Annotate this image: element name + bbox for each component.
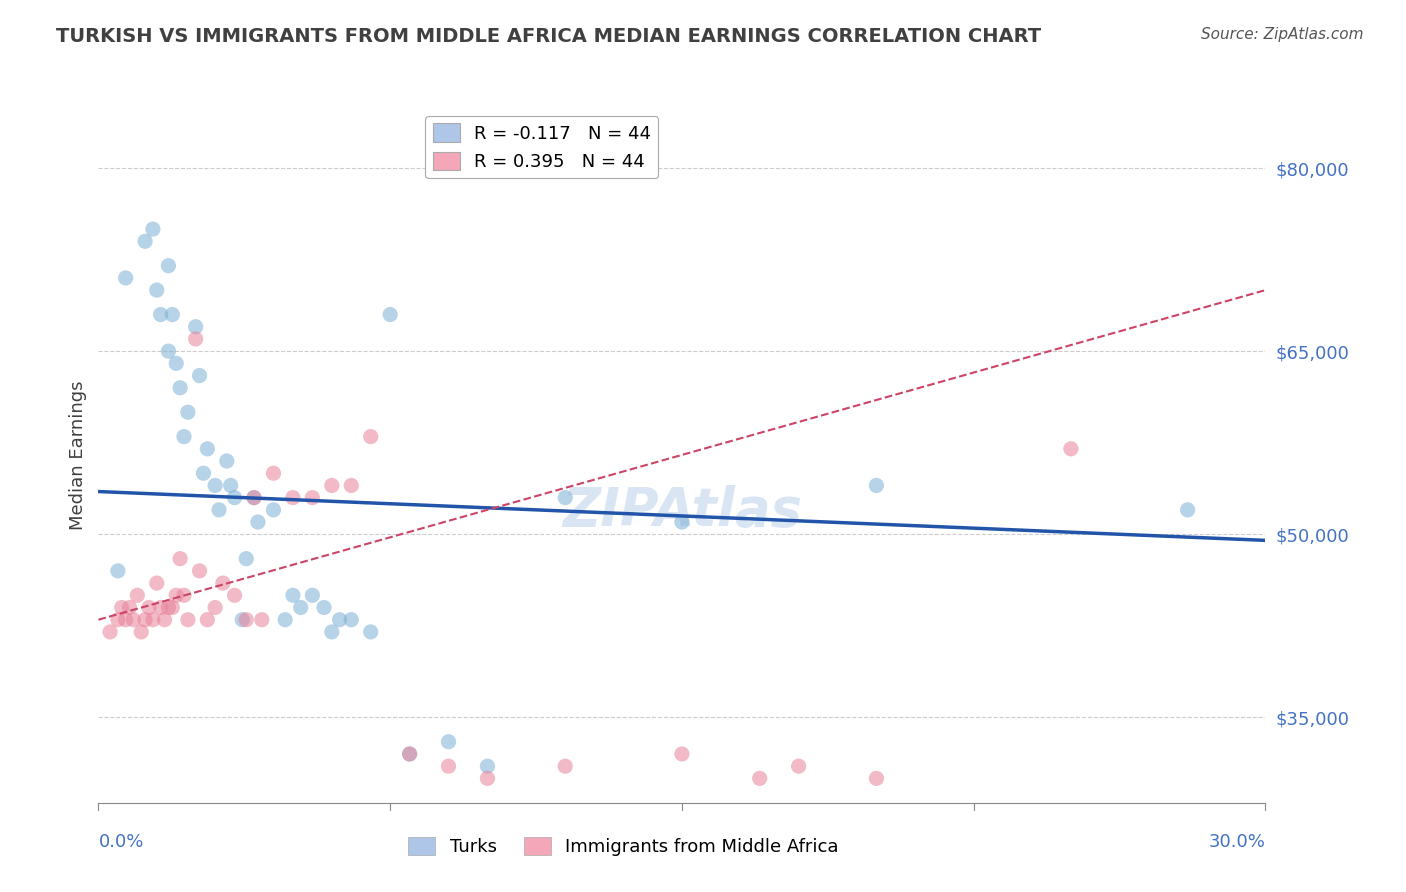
Point bbox=[340, 478, 363, 492]
Point bbox=[360, 429, 382, 443]
Point bbox=[169, 551, 191, 566]
Point bbox=[173, 588, 195, 602]
Text: 0.0%: 0.0% bbox=[98, 833, 143, 851]
Point bbox=[107, 564, 129, 578]
Point bbox=[671, 515, 693, 529]
Point bbox=[360, 624, 382, 639]
Point bbox=[204, 600, 226, 615]
Text: Source: ZipAtlas.com: Source: ZipAtlas.com bbox=[1201, 27, 1364, 42]
Point bbox=[329, 613, 352, 627]
Point bbox=[188, 564, 211, 578]
Point bbox=[748, 772, 770, 786]
Point bbox=[865, 478, 887, 492]
Point bbox=[138, 600, 160, 615]
Point bbox=[114, 271, 136, 285]
Point bbox=[111, 600, 134, 615]
Point bbox=[1060, 442, 1083, 456]
Point bbox=[157, 600, 180, 615]
Point bbox=[169, 381, 191, 395]
Point bbox=[235, 551, 257, 566]
Point bbox=[114, 613, 136, 627]
Point bbox=[193, 467, 215, 481]
Point bbox=[554, 759, 576, 773]
Point bbox=[177, 613, 200, 627]
Point bbox=[195, 613, 218, 627]
Point bbox=[219, 478, 242, 492]
Point bbox=[165, 356, 187, 370]
Point bbox=[215, 454, 238, 468]
Text: 30.0%: 30.0% bbox=[1209, 833, 1265, 851]
Point bbox=[162, 308, 184, 322]
Point bbox=[340, 613, 363, 627]
Point bbox=[134, 235, 156, 249]
Point bbox=[142, 222, 165, 236]
Point bbox=[208, 503, 231, 517]
Point bbox=[212, 576, 235, 591]
Point bbox=[162, 600, 184, 615]
Point bbox=[188, 368, 211, 383]
Point bbox=[146, 576, 169, 591]
Point bbox=[165, 588, 187, 602]
Point bbox=[437, 759, 460, 773]
Point bbox=[398, 747, 420, 761]
Point bbox=[243, 491, 266, 505]
Point bbox=[477, 772, 499, 786]
Point bbox=[184, 319, 207, 334]
Point bbox=[378, 308, 402, 322]
Point bbox=[149, 308, 172, 322]
Point bbox=[177, 405, 200, 419]
Point bbox=[146, 283, 169, 297]
Point bbox=[107, 613, 129, 627]
Point bbox=[129, 624, 152, 639]
Point bbox=[235, 613, 257, 627]
Point bbox=[149, 600, 172, 615]
Point bbox=[262, 503, 284, 517]
Point bbox=[153, 613, 176, 627]
Point bbox=[98, 624, 121, 639]
Point bbox=[671, 747, 693, 761]
Legend: Turks, Immigrants from Middle Africa: Turks, Immigrants from Middle Africa bbox=[401, 830, 846, 863]
Point bbox=[157, 344, 180, 359]
Point bbox=[134, 613, 156, 627]
Point bbox=[231, 613, 253, 627]
Point bbox=[195, 442, 218, 456]
Point bbox=[281, 588, 304, 602]
Point bbox=[398, 747, 420, 761]
Text: ZIPAtlas: ZIPAtlas bbox=[562, 484, 801, 537]
Y-axis label: Median Earnings: Median Earnings bbox=[69, 380, 87, 530]
Point bbox=[290, 600, 312, 615]
Point bbox=[142, 613, 165, 627]
Point bbox=[243, 491, 266, 505]
Point bbox=[173, 429, 195, 443]
Point bbox=[865, 772, 887, 786]
Point bbox=[1177, 503, 1199, 517]
Point bbox=[437, 735, 460, 749]
Point bbox=[477, 759, 499, 773]
Point bbox=[787, 759, 810, 773]
Point bbox=[281, 491, 304, 505]
Point bbox=[312, 600, 335, 615]
Point bbox=[301, 491, 323, 505]
Point bbox=[246, 515, 269, 529]
Point bbox=[118, 600, 141, 615]
Text: TURKISH VS IMMIGRANTS FROM MIDDLE AFRICA MEDIAN EARNINGS CORRELATION CHART: TURKISH VS IMMIGRANTS FROM MIDDLE AFRICA… bbox=[56, 27, 1042, 45]
Point bbox=[262, 467, 284, 481]
Point bbox=[224, 588, 246, 602]
Point bbox=[554, 491, 576, 505]
Point bbox=[157, 259, 180, 273]
Point bbox=[204, 478, 226, 492]
Point bbox=[250, 613, 273, 627]
Point bbox=[122, 613, 145, 627]
Point bbox=[184, 332, 207, 346]
Point bbox=[301, 588, 323, 602]
Point bbox=[321, 624, 343, 639]
Point bbox=[127, 588, 149, 602]
Point bbox=[274, 613, 297, 627]
Point bbox=[224, 491, 246, 505]
Point bbox=[321, 478, 343, 492]
